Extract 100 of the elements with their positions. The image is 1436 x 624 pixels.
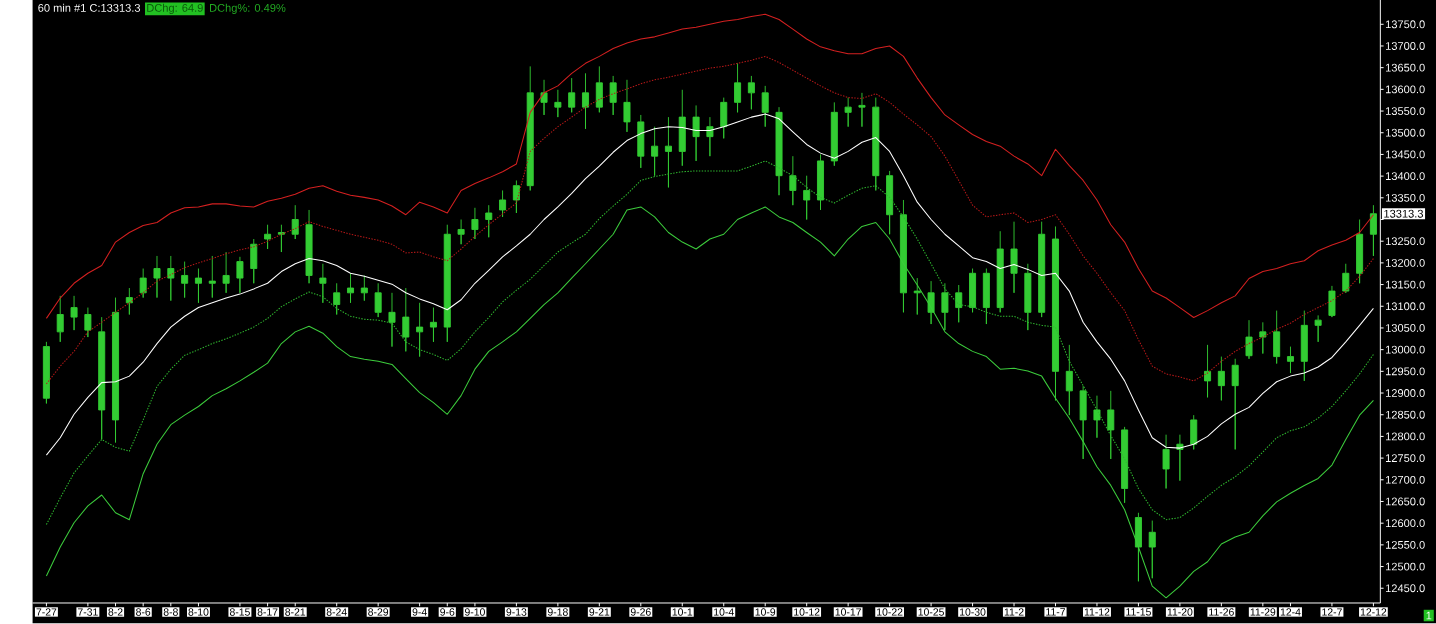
- candlestick: [1065, 344, 1073, 416]
- y-tick-label: 12550.0: [1385, 541, 1425, 550]
- candlestick: [1162, 434, 1170, 490]
- line-series: [45, 56, 1374, 385]
- y-tick-label: 13650.0: [1385, 63, 1425, 72]
- candlestick: [457, 219, 465, 245]
- candlestick: [595, 66, 603, 114]
- y-tick-label: 13050.0: [1385, 324, 1425, 333]
- candlestick: [70, 295, 78, 331]
- candlestick: [526, 66, 534, 192]
- chart-title: 60 min #1 C:13313.3: [38, 3, 141, 13]
- candlestick: [1273, 310, 1281, 365]
- candlestick: [236, 256, 244, 294]
- candlestick: [471, 207, 479, 240]
- x-tick-label: 11-29: [1250, 608, 1276, 616]
- candlestick: [429, 307, 437, 343]
- candlestick: [886, 170, 894, 235]
- candlestick: [1134, 512, 1142, 582]
- x-tick-label: 8-24: [326, 608, 347, 616]
- x-tick-label: 7-31: [77, 608, 98, 616]
- x-tick-label: 9-4: [412, 608, 427, 616]
- candlestick: [1024, 263, 1032, 331]
- candlestick: [1121, 426, 1129, 504]
- candlestick: [84, 307, 92, 338]
- candlestick: [388, 292, 396, 348]
- candlestick: [360, 275, 368, 302]
- x-tick-label: 9-26: [630, 608, 651, 616]
- x-tick-label: 10-25: [918, 608, 944, 616]
- candlestick: [1051, 226, 1059, 402]
- y-tick-label: 12900.0: [1385, 389, 1425, 398]
- x-tick-label: 11-20: [1167, 608, 1193, 616]
- y-tick-label: 13550.0: [1385, 107, 1425, 116]
- candlestick: [512, 180, 520, 214]
- x-tick-label: 11-15: [1126, 608, 1151, 616]
- y-tick-label: 13000.0: [1385, 345, 1425, 354]
- x-tick-label: 11-7: [1046, 608, 1066, 616]
- candlestick: [125, 287, 133, 316]
- candlestick: [1314, 315, 1322, 343]
- x-tick-label: 12-4: [1280, 608, 1301, 616]
- candlestick: [333, 283, 341, 316]
- candlestick: [1245, 319, 1253, 360]
- y-tick-label: 12800.0: [1385, 432, 1425, 441]
- x-tick-label: 8-6: [136, 608, 151, 616]
- candlestick: [789, 155, 797, 206]
- candlestick: [927, 280, 935, 325]
- candlestick: [955, 284, 963, 324]
- x-tick-label: 8-17: [257, 608, 278, 616]
- candlestick: [208, 255, 216, 299]
- x-tick-label: 9-6: [440, 608, 455, 616]
- candlestick: [443, 224, 451, 343]
- candlestick: [139, 268, 147, 299]
- annotation: DChg%: 0.49%: [209, 3, 286, 15]
- candlestick: [264, 224, 272, 250]
- y-tick-label: 12750.0: [1385, 454, 1425, 463]
- candlestick: [222, 251, 230, 294]
- text: 13313.3: [1384, 210, 1424, 218]
- candlestick: [485, 204, 493, 238]
- candlestick: [651, 126, 659, 177]
- x-tick-label: 7-27: [36, 608, 57, 616]
- x-tick-label: 8-10: [188, 608, 209, 616]
- candlestick: [347, 273, 355, 304]
- x-tick-label: 9-21: [589, 608, 610, 616]
- candlestick: [167, 255, 175, 302]
- candlestick: [1286, 346, 1294, 374]
- candlestick: [319, 263, 327, 304]
- candlestick: [1369, 204, 1377, 257]
- candlestick: [996, 230, 1004, 314]
- y-tick-label: 12600.0: [1385, 519, 1425, 528]
- y-tick-label: 13400.0: [1385, 172, 1425, 181]
- candlestick: [112, 297, 120, 444]
- x-tick-label: 11-26: [1209, 608, 1234, 616]
- candlestick: [250, 238, 258, 284]
- x-tick-label: 8-8: [163, 608, 178, 616]
- candlestick: [1079, 385, 1087, 460]
- candlestick: [844, 97, 852, 128]
- x-tick-label: 12-7: [1322, 608, 1342, 616]
- x-tick-label: 9-13: [506, 608, 527, 616]
- candlestick: [1300, 310, 1308, 382]
- candlestick: [568, 77, 576, 114]
- candlestick: [747, 75, 755, 111]
- x-tick-label: 12-12: [1360, 608, 1387, 616]
- x-tick-label: 8-29: [368, 608, 389, 616]
- candlestick: [913, 277, 921, 316]
- candlestick: [1356, 219, 1364, 284]
- candlestick: [194, 268, 202, 304]
- candlestick: [1107, 390, 1115, 460]
- candlestick: [692, 105, 700, 162]
- candlestick: [858, 92, 866, 128]
- x-tick-label: 10-9: [755, 608, 776, 616]
- y-tick-label: 13100.0: [1385, 302, 1425, 311]
- candlestick: [803, 175, 811, 221]
- candlestick: [1231, 358, 1239, 451]
- y-tick-label: 12500.0: [1385, 562, 1425, 571]
- y-tick-label: 13250.0: [1385, 237, 1425, 246]
- candlestick: [1217, 356, 1225, 402]
- candlestick: [1342, 263, 1350, 294]
- candlestick: [540, 79, 548, 116]
- candlestick: [1259, 322, 1267, 355]
- y-tick-label: 12650.0: [1385, 497, 1425, 506]
- candlestick: [554, 89, 562, 118]
